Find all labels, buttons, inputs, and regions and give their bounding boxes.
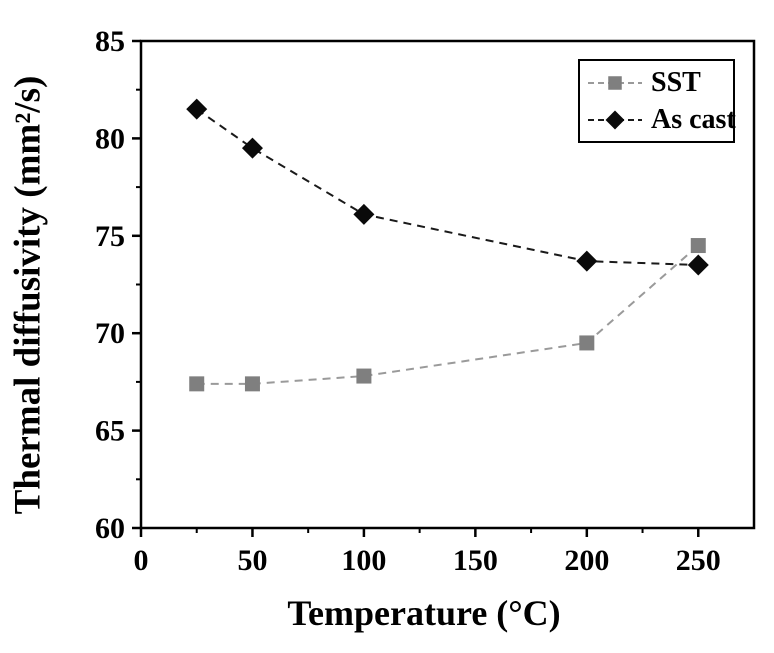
diamond-marker (687, 254, 709, 276)
y-tick-label: 70 (95, 317, 125, 350)
diamond-marker (353, 203, 375, 225)
y-tick-label: 75 (95, 220, 125, 253)
x-tick-label: 100 (341, 544, 386, 577)
x-tick-label: 50 (237, 544, 267, 577)
x-tick-label: 200 (564, 544, 609, 577)
square-marker (356, 368, 372, 384)
legend-item-sst: SST (586, 66, 729, 98)
y-tick-label: 80 (95, 122, 125, 155)
y-tick-label: 85 (95, 25, 125, 58)
diamond-marker (605, 110, 625, 129)
x-tick-label: 250 (676, 544, 721, 577)
y-tick-label: 60 (95, 512, 125, 545)
square-marker (579, 335, 595, 351)
y-axis-title: Thermal diffusivity (mm²/s) (7, 75, 49, 515)
square-marker (189, 376, 205, 392)
diamond-marker (241, 137, 263, 159)
x-tick-label: 0 (134, 544, 149, 577)
x-axis: 0 50 100 150 200 250 (134, 528, 721, 577)
series-as-cast (186, 98, 709, 276)
square-marker (244, 376, 260, 392)
x-tick-label: 150 (453, 544, 498, 577)
diamond-marker (576, 250, 598, 272)
legend: SST As cast (578, 59, 736, 143)
sst-square-marker-icon (588, 75, 642, 90)
y-tick-label: 65 (95, 415, 125, 448)
x-axis-title: Temperature (°C) (287, 593, 561, 633)
series-line-sst (196, 244, 699, 385)
square-marker (690, 238, 706, 254)
as-cast-diamond-marker-icon (588, 110, 642, 129)
legend-label-sst: SST (651, 66, 701, 98)
y-axis: 60 65 70 75 80 85 (95, 25, 141, 545)
series-sst (189, 238, 706, 392)
legend-item-as-cast: As cast (586, 105, 736, 134)
legend-label-as-cast: As cast (651, 103, 736, 135)
diamond-marker (186, 98, 208, 120)
square-marker (608, 75, 622, 90)
